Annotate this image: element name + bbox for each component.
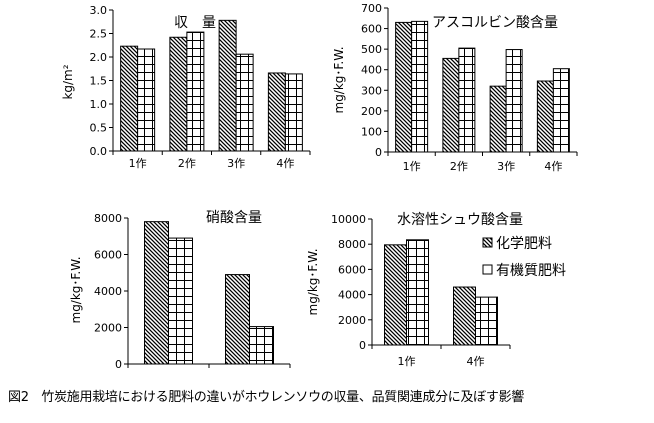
y-axis-label: mg/kg･F.W. (306, 248, 320, 315)
y-tick-label: 6000 (94, 249, 122, 262)
chart-title: 硝酸含量 (206, 210, 262, 226)
bar-organic-fertilizer (249, 326, 274, 365)
bar-chemical-fertilizer (225, 274, 250, 365)
y-tick-label: 10000 (331, 213, 366, 226)
y-tick-label: 300 (361, 84, 382, 97)
y-tick-label: 600 (361, 23, 382, 36)
y-tick-label: 0.5 (90, 122, 108, 135)
bar-organic-fertilizer (284, 73, 303, 152)
y-axis-label: mg/kg･F.W. (332, 46, 346, 113)
chart-title: 収 量 (174, 15, 216, 31)
y-tick-label: 400 (361, 64, 382, 77)
x-tick-label: 4作 (544, 160, 562, 173)
x-tick-label: 4作 (467, 355, 485, 368)
bar-chemical-fertilizer (395, 21, 413, 153)
bar-chemical-fertilizer (267, 72, 286, 152)
y-tick-label: 8000 (94, 212, 122, 225)
y-axis-label: kg/m² (61, 64, 75, 99)
bar-organic-fertilizer (406, 239, 429, 346)
y-tick-label: 700 (361, 2, 382, 15)
x-tick-label: 3作 (497, 160, 515, 173)
bar-chemical-fertilizer (453, 286, 476, 346)
bar-organic-fertilizer (411, 20, 429, 153)
bar-organic-fertilizer (458, 47, 476, 153)
y-tick-label: 100 (361, 125, 382, 138)
legend-swatch-chemical (482, 237, 493, 248)
bar-chemical-fertilizer (144, 221, 169, 365)
x-tick-label: 3作 (227, 157, 245, 170)
legend-label: 有機質肥料 (496, 263, 566, 279)
bar-organic-fertilizer (475, 296, 498, 346)
y-tick-label: 0 (359, 339, 366, 352)
y-tick-label: 0 (115, 358, 122, 371)
chart-title: アスコルビン酸含量 (432, 15, 558, 31)
x-tick-label: 4作 (276, 157, 294, 170)
figure-caption: 図2 竹炭施用栽培における肥料の違いがホウレンソウの収量、品質関連成分に及ぼす影… (8, 390, 524, 405)
x-tick-label: 2作 (178, 157, 196, 170)
y-tick-label: 2.5 (90, 28, 108, 41)
bar-organic-fertilizer (168, 237, 193, 365)
y-tick-label: 3.0 (90, 4, 108, 17)
bar-chemical-fertilizer (442, 57, 460, 153)
bar-chemical-fertilizer (218, 19, 237, 152)
bar-organic-fertilizer (137, 48, 156, 152)
y-tick-label: 500 (361, 43, 382, 56)
y-tick-label: 0 (375, 146, 382, 159)
bar-organic-fertilizer (186, 31, 205, 152)
y-axis-label: mg/kg･F.W. (69, 256, 83, 323)
bar-chemical-fertilizer (120, 45, 139, 152)
y-tick-label: 2000 (338, 314, 366, 327)
y-tick-label: 1.5 (90, 75, 108, 88)
y-tick-label: 4000 (338, 289, 366, 302)
y-tick-label: 2000 (94, 322, 122, 335)
y-tick-label: 0.0 (90, 145, 108, 158)
x-tick-label: 1作 (398, 355, 416, 368)
bar-organic-fertilizer (552, 68, 570, 153)
bar-chemical-fertilizer (169, 36, 188, 152)
x-tick-label: 1作 (403, 160, 421, 173)
x-tick-label: 1作 (129, 157, 147, 170)
chart-title: 水溶性シュウ酸含量 (397, 212, 523, 228)
bar-chemical-fertilizer (536, 80, 554, 153)
bar-chemical-fertilizer (489, 85, 507, 153)
y-tick-label: 1.0 (90, 98, 108, 111)
bar-organic-fertilizer (505, 49, 523, 153)
legend-swatch-organic (482, 264, 493, 275)
y-tick-label: 4000 (94, 285, 122, 298)
bar-chemical-fertilizer (384, 244, 407, 346)
y-tick-label: 6000 (338, 263, 366, 276)
x-tick-label: 2作 (450, 160, 468, 173)
bar-organic-fertilizer (235, 53, 254, 152)
legend-label: 化学肥料 (496, 236, 552, 252)
y-tick-label: 8000 (338, 238, 366, 251)
y-tick-label: 200 (361, 105, 382, 118)
y-tick-label: 2.0 (90, 51, 108, 64)
